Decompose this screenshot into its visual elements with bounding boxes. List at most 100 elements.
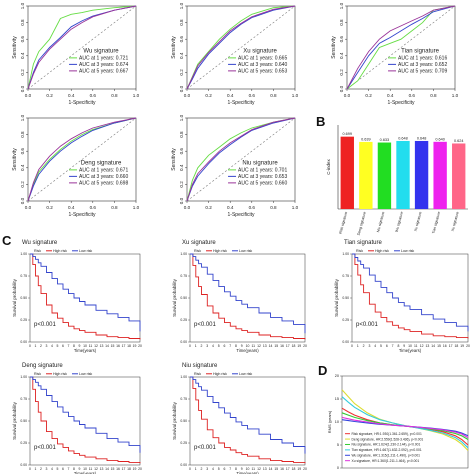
km-x-tick-label: 17: [286, 344, 290, 348]
km-x-tick-label: 3: [46, 344, 48, 348]
bar-value-label: 0.633: [380, 138, 390, 142]
roc-y-tick-label: 0.0: [20, 197, 25, 204]
roc-panel: 0.00.0 0.2 0.2 0.4 0.4 0.6 0.6 0.8 0.8 1.0 1.0 1-Sp…: [171, 114, 299, 218]
cindex-bar: [340, 136, 354, 209]
km-survival-curve: [30, 376, 141, 453]
km-x-tick-label: 9: [403, 344, 405, 348]
km-p-value: p<0.001: [34, 445, 57, 451]
roc-legend-entry: AUC at 1 years: 0.671: [79, 167, 128, 173]
rmst-legend-entry: Niu signature, HR:1.624(1.230-2.144), p<…: [352, 443, 421, 447]
km-y-tick-label: 0.25: [20, 441, 27, 445]
km-y-tick-label: 0.00: [342, 340, 349, 344]
roc-legend-entry: AUC at 5 years: 0.709: [398, 68, 447, 74]
roc-y-tick-label: 0.2: [179, 181, 184, 188]
roc-curve-line: [346, 5, 456, 90]
km-x-tick-label: 20: [138, 467, 142, 471]
km-x-tick-label: 7: [68, 467, 70, 471]
roc-curve-line: [186, 5, 296, 90]
km-x-tick-label: 16: [116, 344, 120, 348]
km-y-axis-label: Survival probability: [172, 278, 177, 317]
roc-plot-frame: [186, 5, 296, 90]
km-x-tick-label: 6: [224, 467, 226, 471]
roc-x-axis-label: 1-Specificity: [69, 100, 96, 106]
km-x-tick-label: 1: [35, 344, 37, 348]
roc-y-tick-label: 0.6: [20, 148, 25, 155]
km-x-tick-label: 1: [35, 467, 37, 471]
km-x-tick-label: 17: [449, 344, 453, 348]
rmst-y-tick-label: 0: [337, 466, 339, 470]
rmst-y-tick-label: 15: [335, 397, 339, 401]
roc-curve-line: [27, 117, 137, 202]
km-x-tick-label: 5: [380, 344, 382, 348]
roc-legend-entry: AUC at 3 years: 0.652: [398, 62, 447, 68]
roc-legend-entry: AUC at 5 years: 0.660: [238, 180, 287, 186]
km-x-tick-label: 9: [241, 467, 243, 471]
km-x-tick-label: 20: [466, 344, 470, 348]
roc-legend-title: Xu signature: [243, 48, 277, 54]
km-x-tick-label: 1: [357, 344, 359, 348]
km-y-tick-label: 1.00: [20, 375, 27, 379]
km-x-tick-label: 12: [420, 344, 424, 348]
km-x-axis-label: Time(years): [399, 348, 422, 353]
km-x-tick-label: 3: [46, 467, 48, 471]
km-x-tick-label: 19: [297, 467, 301, 471]
km-x-tick-label: 16: [443, 344, 447, 348]
roc-legend-entry: AUC at 3 years: 0.660: [79, 174, 128, 180]
km-x-tick-label: 2: [363, 344, 365, 348]
km-title: Tian signature: [344, 240, 382, 246]
roc-x-tick-label: 0.0: [344, 93, 351, 98]
panel-letter-b: B: [316, 114, 325, 129]
bar-value-label: 0.648: [417, 136, 427, 140]
roc-curve-line: [186, 5, 296, 90]
roc-y-tick-label: 0.6: [339, 36, 344, 43]
roc-x-tick-label: 1.0: [133, 205, 140, 210]
roc-legend-title: Niu signature: [242, 160, 278, 166]
panel-letter-d: D: [318, 363, 327, 378]
roc-y-axis-label: Sensitivity: [12, 36, 18, 59]
roc-x-tick-label: 0.8: [270, 205, 277, 210]
km-y-tick-label: 0.50: [20, 296, 27, 300]
roc-y-tick-label: 0.0: [179, 197, 184, 204]
cindex-bar: [377, 142, 392, 209]
km-x-tick-label: 10: [83, 344, 87, 348]
roc-y-tick-label: 0.4: [20, 164, 25, 171]
roc-x-tick-label: 0.8: [111, 93, 118, 98]
km-x-tick-label: 4: [374, 344, 376, 348]
km-x-tick-label: 18: [455, 344, 459, 348]
km-x-tick-label: 20: [303, 344, 307, 348]
roc-panel: 0.00.0 0.2 0.2 0.4 0.4 0.6 0.6 0.8 0.8 1.0 1.0 1-Sp…: [12, 114, 140, 218]
roc-y-axis-label: Sensitivity: [331, 36, 337, 59]
cindex-bar: [452, 143, 466, 209]
roc-curve-line: [186, 117, 296, 202]
km-x-tick-label: 0: [189, 344, 191, 348]
km-legend-risk-label: Risk: [34, 372, 41, 376]
roc-x-tick-label: 1.0: [452, 93, 459, 98]
roc-x-tick-label: 0.4: [68, 93, 75, 98]
km-x-tick-label: 13: [100, 344, 104, 348]
km-y-tick-label: 0.75: [180, 397, 187, 401]
km-x-tick-label: 3: [206, 344, 208, 348]
roc-x-axis-label: 1-Specificity: [228, 212, 255, 218]
km-x-tick-label: 7: [229, 344, 231, 348]
km-x-tick-label: 13: [100, 467, 104, 471]
km-x-tick-label: 16: [280, 467, 284, 471]
km-x-tick-label: 2: [201, 344, 203, 348]
roc-panel: 0.00.0 0.2 0.2 0.4 0.4 0.6 0.6 0.8 0.8 1.0 1.0 1-Sp…: [12, 2, 140, 106]
bar-category-label: Tian signature: [431, 211, 441, 234]
km-x-tick-label: 5: [218, 344, 220, 348]
km-legend-high-label: High risk: [375, 249, 389, 253]
roc-y-axis-label: Sensitivity: [12, 148, 18, 171]
km-x-axis-label: Time(years): [74, 348, 97, 353]
km-x-tick-label: 8: [235, 344, 237, 348]
km-x-tick-label: 13: [263, 467, 267, 471]
cindex-bar: [396, 140, 410, 209]
roc-curve-line: [27, 5, 137, 90]
km-y-tick-label: 0.50: [342, 296, 349, 300]
roc-x-tick-label: 0.2: [46, 205, 53, 210]
roc-x-tick-label: 0.2: [205, 93, 212, 98]
km-y-axis-label: Survival probability: [12, 401, 17, 440]
roc-y-tick-label: 0.4: [179, 164, 184, 171]
km-title: Wu signature: [22, 240, 58, 246]
